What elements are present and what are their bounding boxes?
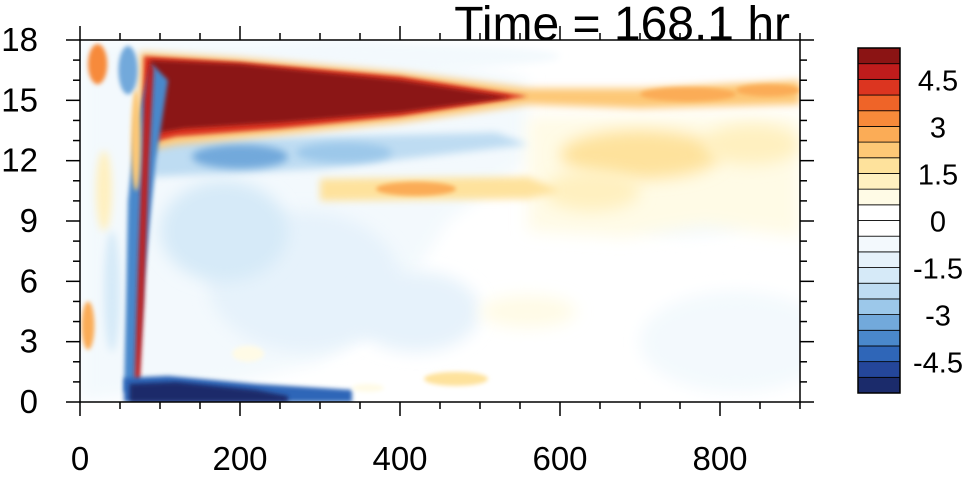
- neg-band-core: [192, 144, 288, 169]
- y-tick-label: 15: [1, 81, 38, 118]
- colorbar-segment: [857, 188, 901, 206]
- colorbar-segment: [857, 329, 901, 347]
- pos-tongue-right: [640, 87, 736, 102]
- pos-small-mid-low: [232, 345, 264, 362]
- y-tick-label: 12: [1, 142, 38, 179]
- y-tick-label: 18: [1, 21, 38, 58]
- colorbar-segment: [857, 63, 901, 80]
- x-tick-label: 600: [532, 440, 587, 473]
- colorbar-tick-label: 1.5: [918, 159, 958, 191]
- colorbar-frame: [857, 47, 901, 394]
- colorbar-segment: [857, 204, 901, 221]
- pos-vertical-strip: [134, 64, 154, 392]
- colorbar-segment: [857, 110, 901, 127]
- neg-strip-upper: [118, 46, 138, 95]
- colorbar-segment: [857, 251, 901, 268]
- y-tick-label: 0: [20, 383, 38, 420]
- colorbar-segment: [857, 376, 901, 394]
- pos-area-right-core2: [544, 170, 640, 211]
- colorbar-tick-label: -3: [925, 301, 951, 333]
- pos-small-mid: [480, 295, 576, 328]
- heatmap-field: [80, 40, 800, 402]
- pos-strip-left-mid: [81, 301, 95, 350]
- y-tick-label: 3: [20, 323, 38, 360]
- neg-light-mid2: [352, 271, 480, 352]
- pos-area-right-core3: [704, 124, 800, 165]
- colorbar-tick-label: -4.5: [913, 348, 963, 380]
- colorbar-segment: [857, 298, 901, 315]
- neg-band-core2: [296, 142, 392, 163]
- pos-jet-core: [148, 60, 512, 135]
- pos-area-right-core: [560, 130, 720, 179]
- pos-strip-left-top: [88, 44, 108, 85]
- chart-title: Time = 168.1 hr: [454, 0, 790, 51]
- colorbar-segment: [857, 220, 901, 237]
- colorbar-segment: [857, 94, 901, 112]
- y-tick-label: 9: [20, 202, 38, 239]
- pos-mid-band-core: [376, 181, 456, 196]
- colorbar-segment: [857, 126, 901, 143]
- x-tick-label: 400: [372, 440, 427, 473]
- neg-light-right: [640, 291, 800, 392]
- colorbar-segment: [857, 361, 901, 378]
- colorbar-segment: [857, 235, 901, 253]
- colorbar-segment: [857, 47, 901, 65]
- colorbar-segment: [857, 157, 901, 174]
- colorbar: 4.5 3 1.5 0 -1.5 -3 -4.5: [857, 47, 963, 394]
- colorbar-segment: [857, 267, 901, 284]
- colorbar-tick-label: 3: [930, 112, 946, 144]
- neg-light-top: [240, 44, 560, 69]
- colorbar-segment: [857, 314, 901, 331]
- x-tick-label: 0: [71, 440, 89, 473]
- colorbar-segment: [857, 173, 901, 190]
- colorbar-tick-label: 0: [930, 207, 946, 239]
- pos-near-surface-small: [352, 383, 384, 392]
- neg-near-surface-core: [129, 381, 288, 402]
- colorbar-segment: [857, 78, 901, 96]
- x-tick-label: 200: [212, 440, 267, 473]
- pos-tongue-right2: [736, 84, 800, 97]
- colorbar-segment: [857, 345, 901, 363]
- colorbar-tick-label: 4.5: [918, 65, 958, 97]
- y-tick-label: 6: [20, 262, 38, 299]
- colorbar-tick-label: -1.5: [913, 254, 963, 286]
- neg-light-mid3: [160, 180, 288, 282]
- colorbar-segment: [857, 141, 901, 159]
- pos-near-surface: [424, 371, 488, 386]
- neg-strip-left: [104, 231, 120, 352]
- x-tick-label: 800: [692, 440, 747, 473]
- x-axis: 0 200 400 600 800: [71, 26, 801, 477]
- pos-strip-left-mid2: [96, 150, 112, 232]
- colorbar-segment: [857, 282, 901, 300]
- pos-strip-left-low: [131, 90, 141, 191]
- y-axis: 0 3 6 9 12 15 18: [1, 21, 814, 420]
